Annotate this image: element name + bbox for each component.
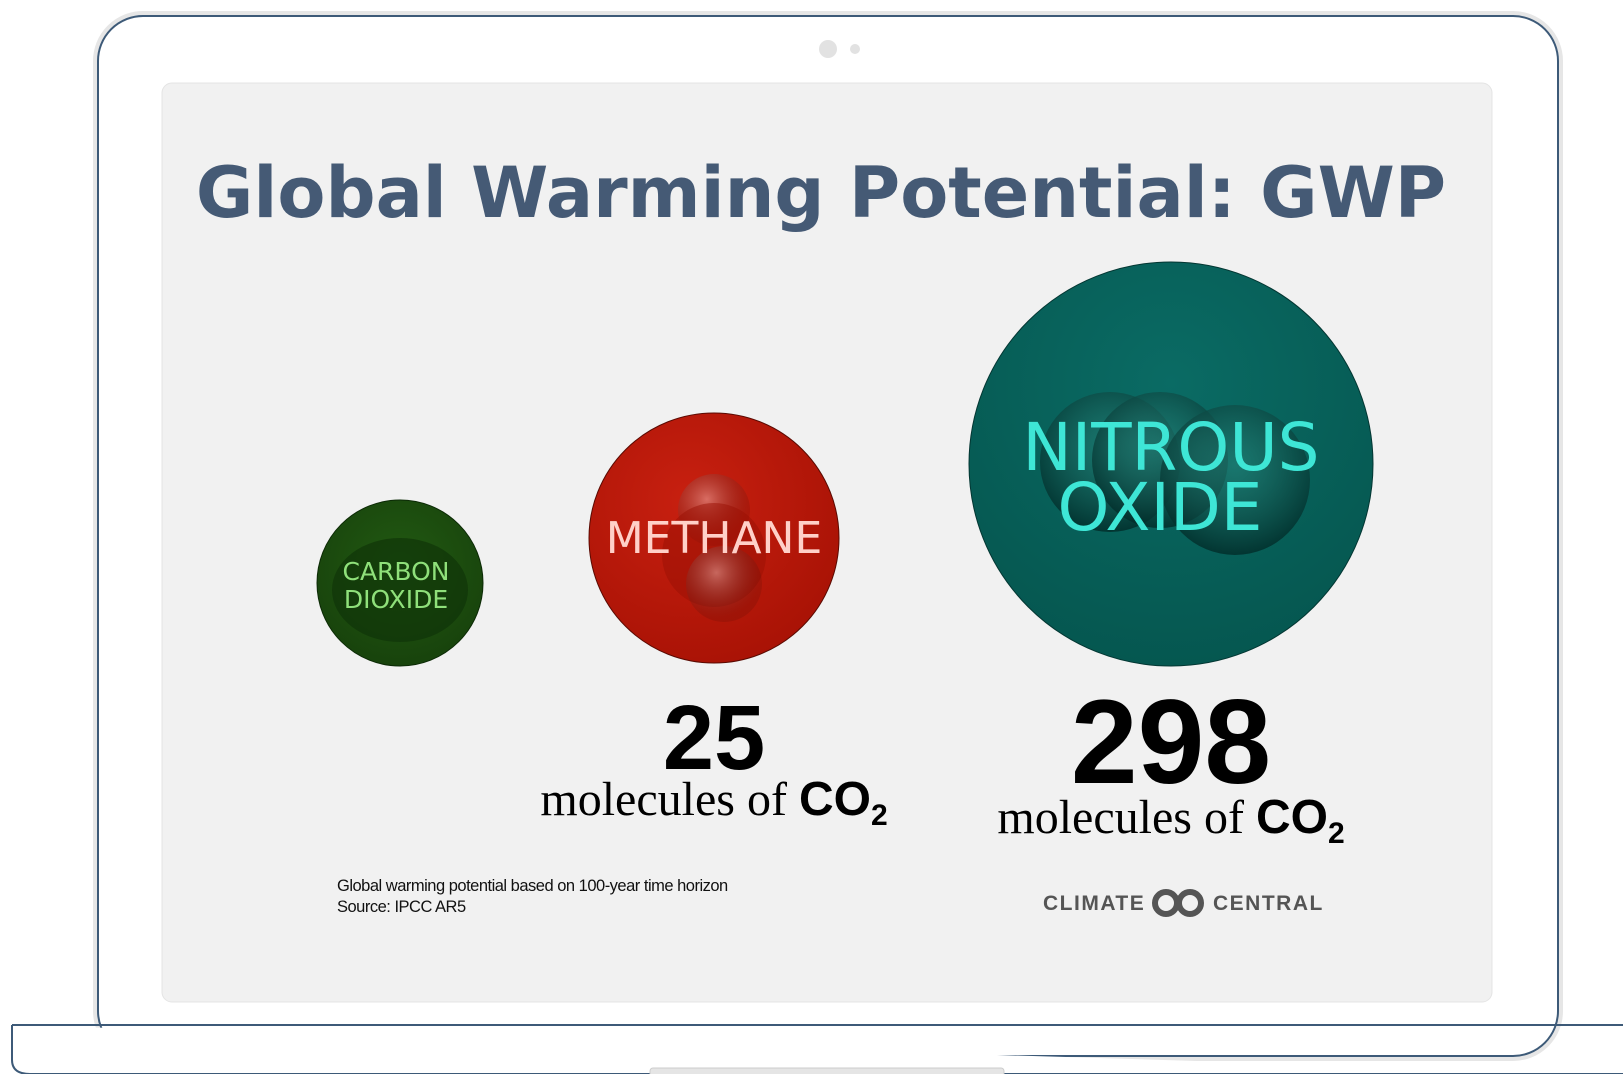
subscript: 2 xyxy=(1328,817,1345,850)
logo-text: CENTRAL xyxy=(1213,892,1324,915)
logo-text: CLIMATE xyxy=(1043,892,1145,915)
gas-label: CARBON xyxy=(342,557,449,586)
camera xyxy=(819,40,837,58)
footnote: Global warming potential based on 100-ye… xyxy=(337,877,728,895)
formula: CO xyxy=(1256,791,1328,844)
camera-dot xyxy=(850,44,860,54)
formula: CO xyxy=(799,773,871,826)
unit-text: molecules of xyxy=(540,773,787,826)
gas-label: METHANE xyxy=(606,513,823,564)
laptop-mockup: Global Warming Potential: GWP CARBON DIO… xyxy=(0,0,1623,1074)
page: Global Warming Potential: GWP CARBON DIO… xyxy=(0,0,1623,1074)
gwp-value: 298 xyxy=(1071,675,1271,809)
unit-text: molecules of xyxy=(997,791,1244,844)
laptop-notch xyxy=(650,1068,1004,1074)
gas-label: DIOXIDE xyxy=(344,585,448,614)
title: Global Warming Potential: GWP xyxy=(196,152,1446,234)
subscript: 2 xyxy=(871,799,888,832)
footnote: Source: IPCC AR5 xyxy=(337,898,466,916)
gas-label: OXIDE xyxy=(1058,469,1263,546)
